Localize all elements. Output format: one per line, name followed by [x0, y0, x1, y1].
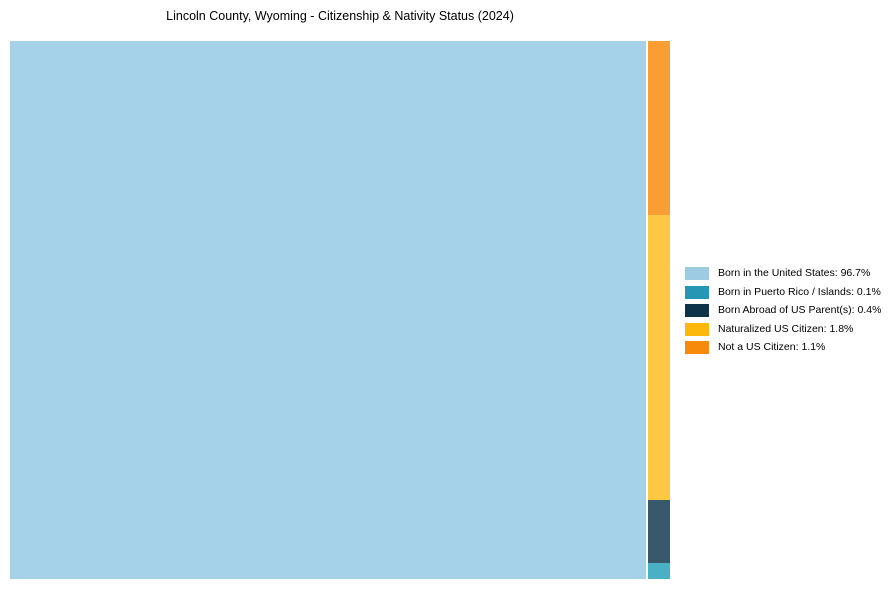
treemap-plot: [10, 41, 670, 579]
legend-label: Born in Puerto Rico / Islands: 0.1%: [718, 285, 881, 298]
legend-label: Naturalized US Citizen: 1.8%: [718, 322, 854, 335]
legend-item-born-in-puerto-rico-islands: Born in Puerto Rico / Islands: 0.1%: [685, 285, 881, 299]
legend-item-naturalized-us-citizen: Naturalized US Citizen: 1.8%: [685, 322, 881, 336]
legend-swatch-icon: [685, 341, 709, 354]
legend-item-born-in-the-united-states: Born in the United States: 96.7%: [685, 267, 881, 280]
legend-item-not-a-us-citizen: Not a US Citizen: 1.1%: [685, 341, 881, 354]
legend-item-born-abroad-of-us-parent-s: Born Abroad of US Parent(s): 0.4%: [685, 304, 881, 317]
treemap-rect-naturalized-us-citizen: [647, 215, 670, 500]
legend-label: Not a US Citizen: 1.1%: [718, 341, 826, 353]
treemap-rect-not-a-us-citizen: [647, 41, 670, 216]
legend-swatch-icon: [685, 304, 709, 317]
legend-swatch-icon: [685, 285, 709, 299]
legend-swatch-icon: [685, 267, 709, 280]
chart-title: Lincoln County, Wyoming - Citizenship & …: [166, 9, 514, 23]
legend: Born in the United States: 96.7% Born in …: [685, 267, 881, 354]
treemap-rect-born-abroad-of-us-parent-s: [647, 499, 670, 564]
treemap-rect-born-in-puerto-rico-islands: [647, 563, 670, 579]
legend-label: Born in the United States: 96.7%: [718, 267, 871, 279]
legend-swatch-icon: [685, 322, 709, 336]
legend-label: Born Abroad of US Parent(s): 0.4%: [718, 304, 882, 316]
treemap-rect-born-in-the-united-states: [10, 41, 647, 579]
